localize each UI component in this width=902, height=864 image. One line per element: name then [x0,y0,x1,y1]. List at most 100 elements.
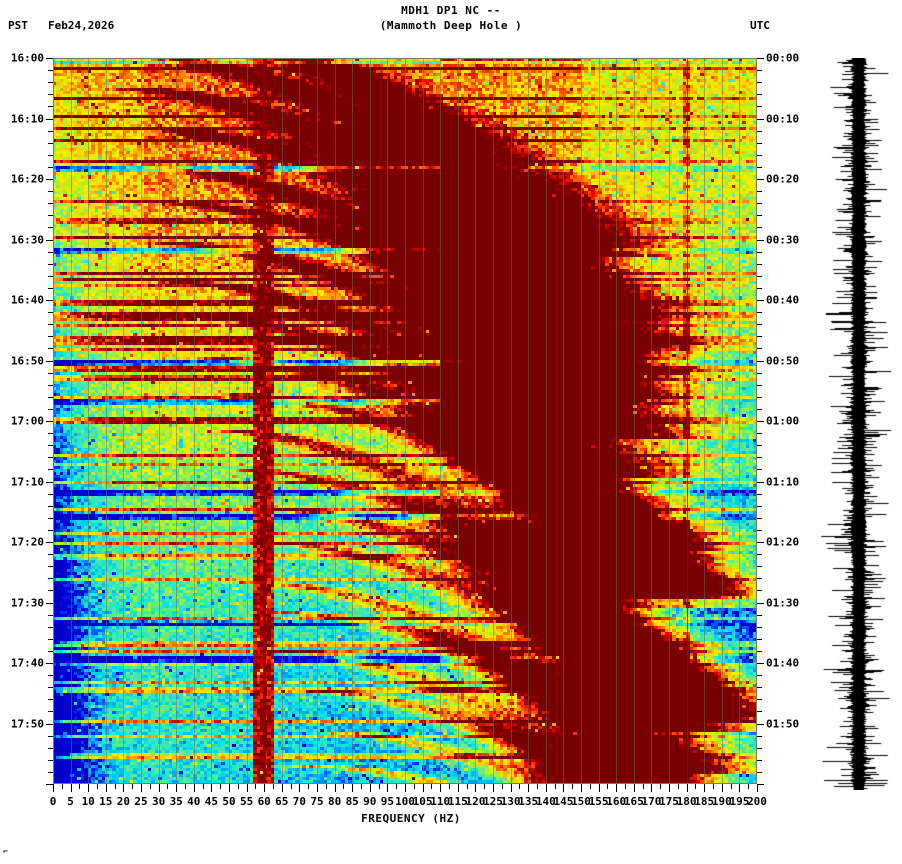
time-tick-minor [757,264,762,265]
time-tick-minor [48,772,53,773]
freq-tick-major [475,784,476,792]
time-tick-minor [757,590,762,591]
waveform-canvas[interactable] [812,58,902,790]
time-tick-major [46,300,53,301]
time-tick-minor [757,736,762,737]
freq-tick-major [71,784,72,792]
time-tick-major [757,179,764,180]
time-tick-major [757,58,764,59]
freq-label: 25 [134,795,148,808]
freq-tick-major [88,784,89,792]
freq-tick-minor [678,784,679,789]
freq-tick-major [651,784,652,792]
freq-tick-minor [326,784,327,789]
time-tick-major [757,784,764,785]
spectrogram-plot[interactable] [53,58,757,784]
time-label-right: 01:50 [766,717,800,731]
time-tick-minor [757,772,762,773]
freq-label: 135 [518,795,539,808]
time-tick-minor [48,82,53,83]
time-label-left: 16:20 [10,172,44,186]
freq-tick-major [669,784,670,792]
freq-tick-minor [291,784,292,789]
time-tick-minor [48,627,53,628]
time-tick-major [46,724,53,725]
freq-tick-major [176,784,177,792]
freq-label: 65 [275,795,289,808]
time-tick-minor [757,82,762,83]
freq-label: 115 [447,795,468,808]
spectrogram-canvas[interactable] [53,58,757,784]
time-tick-major [46,542,53,543]
freq-tick-major [599,784,600,792]
freq-label: 30 [151,795,166,808]
freq-tick-minor [572,784,573,789]
time-label-right: 00:40 [766,293,800,307]
time-tick-minor [48,348,53,349]
time-tick-minor [757,227,762,228]
freq-tick-minor [414,784,415,789]
time-axis-left [46,58,53,785]
time-tick-major [757,482,764,483]
freq-tick-major [352,784,353,792]
freq-label: 45 [204,795,219,808]
time-tick-major [757,240,764,241]
time-tick-minor [48,639,53,640]
time-tick-major [46,421,53,422]
time-tick-minor [48,590,53,591]
time-tick-minor [757,324,762,325]
time-tick-minor [48,276,53,277]
time-tick-minor [48,566,53,567]
time-tick-major [757,663,764,664]
freq-tick-major [634,784,635,792]
freq-label: 120 [465,795,486,808]
freq-tick-major [282,784,283,792]
time-tick-minor [757,155,762,156]
time-tick-minor [48,227,53,228]
time-tick-minor [757,518,762,519]
freq-tick-major [704,784,705,792]
freq-label: 50 [222,795,236,808]
waveform-panel[interactable] [812,58,902,790]
freq-tick-major [616,784,617,792]
time-tick-minor [48,748,53,749]
time-tick-minor [48,457,53,458]
time-tick-minor [48,70,53,71]
freq-label: 40 [187,795,201,808]
freq-tick-major [440,784,441,792]
freq-tick-minor [748,784,749,789]
time-label-right: 00:20 [766,172,800,186]
time-tick-minor [757,578,762,579]
time-tick-minor [48,651,53,652]
time-label-left: 16:10 [10,112,44,126]
time-tick-major [757,542,764,543]
time-label-right: 00:00 [766,51,800,65]
time-label-left: 16:00 [10,51,44,65]
freq-tick-minor [62,784,63,789]
freq-tick-minor [115,784,116,789]
time-tick-minor [48,288,53,289]
time-tick-major [46,603,53,604]
freq-label: 0 [49,795,57,808]
time-tick-minor [757,143,762,144]
time-tick-major [757,421,764,422]
time-tick-minor [757,554,762,555]
time-tick-minor [48,106,53,107]
freq-tick-major [317,784,318,792]
time-label-right: 01:30 [766,596,800,610]
freq-label: 10 [81,795,95,808]
freq-label: 95 [380,795,395,808]
freq-tick-minor [660,784,661,789]
time-tick-minor [757,215,762,216]
freq-tick-major [229,784,230,792]
freq-tick-major [722,784,723,792]
time-tick-minor [48,554,53,555]
freq-tick-major [511,784,512,792]
freq-label: 155 [588,795,609,808]
timezone-label-right: UTC [750,19,770,32]
time-label-left: 16:30 [10,233,44,247]
time-tick-minor [757,167,762,168]
time-tick-minor [48,711,53,712]
freq-tick-minor [713,784,714,789]
freq-tick-major [493,784,494,792]
